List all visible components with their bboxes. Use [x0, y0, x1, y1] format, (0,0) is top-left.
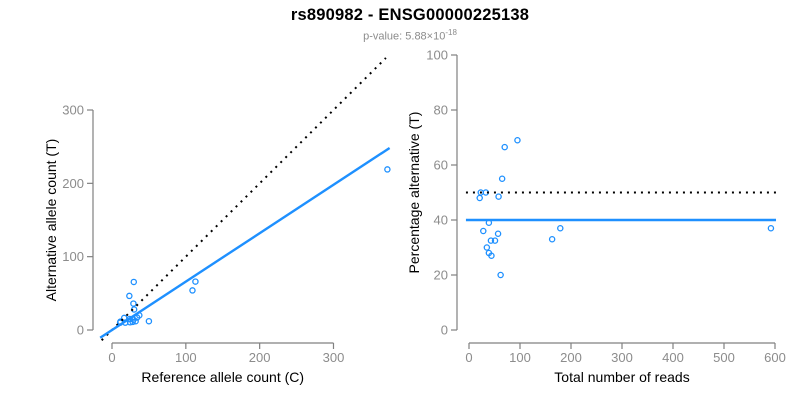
y-tick-label: 100: [426, 48, 448, 63]
x-tick-label: 300: [323, 350, 345, 365]
data-point: [501, 143, 508, 151]
x-tick-label: 400: [662, 350, 684, 365]
data-point: [130, 300, 137, 307]
x-axis-title: Total number of reads: [554, 369, 689, 385]
data-point: [548, 235, 556, 243]
data-point: [129, 318, 136, 326]
y-tick-label: 200: [62, 176, 84, 191]
y-tick-label: 40: [434, 213, 448, 228]
data-point: [494, 230, 502, 237]
data-point: [192, 278, 199, 285]
identity-line: [100, 57, 387, 341]
x-tick-label: 0: [108, 350, 115, 365]
data-point: [130, 278, 138, 286]
y-tick-label: 20: [434, 268, 448, 283]
x-tick-label: 600: [764, 350, 786, 365]
x-tick-label: 500: [713, 350, 735, 365]
y-tick-label: 80: [434, 103, 448, 118]
y-tick-label: 60: [434, 158, 448, 173]
y-axis-title: Percentage alternative (T): [406, 112, 422, 274]
data-point: [384, 166, 391, 173]
data-point: [498, 175, 506, 182]
y-tick-label: 0: [441, 323, 448, 338]
data-point: [476, 194, 483, 202]
data-point: [767, 224, 775, 232]
x-tick-label: 100: [509, 350, 531, 365]
y-tick-label: 300: [62, 103, 84, 118]
x-tick-label: 0: [465, 350, 472, 365]
x-tick-label: 200: [249, 350, 271, 365]
data-point: [126, 292, 133, 300]
data-point: [488, 252, 495, 259]
data-point: [480, 227, 487, 235]
fit-line: [99, 146, 391, 339]
data-point: [497, 271, 504, 279]
data-point: [495, 193, 502, 200]
data-point: [132, 317, 139, 325]
data-point: [189, 287, 196, 294]
y-tick-label: 0: [77, 323, 84, 338]
x-tick-label: 200: [560, 350, 582, 365]
x-axis-title: Reference allele count (C): [141, 369, 304, 385]
y-tick-label: 100: [62, 249, 84, 264]
data-point: [145, 317, 153, 325]
data-point: [514, 136, 521, 144]
data-point: [487, 237, 495, 244]
data-point: [557, 224, 564, 232]
data-point: [483, 244, 491, 251]
data-point: [491, 237, 499, 244]
y-axis-title: Alternative allele count (T): [43, 139, 59, 302]
x-tick-label: 100: [175, 350, 197, 365]
x-tick-label: 300: [611, 350, 633, 365]
